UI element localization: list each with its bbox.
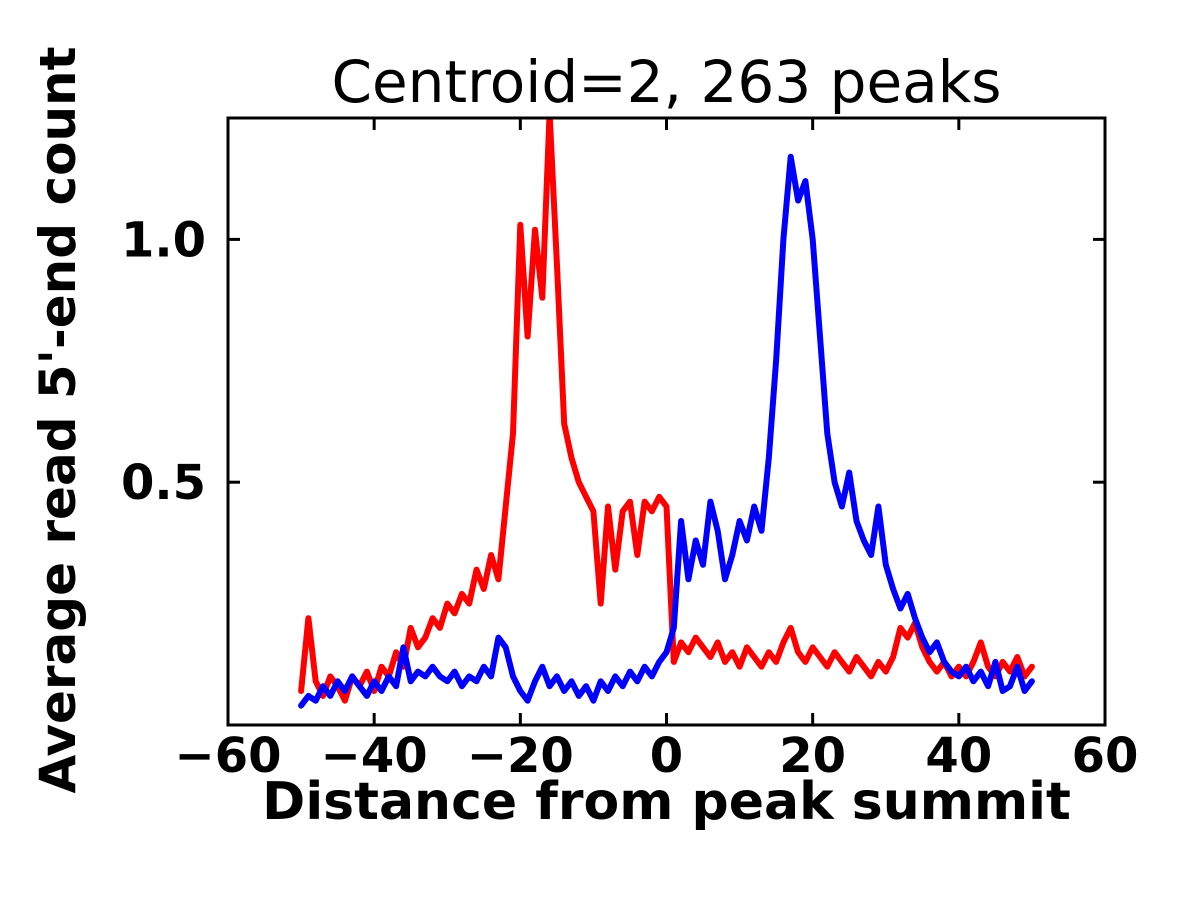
series-red-line xyxy=(298,118,1035,704)
x-tick-label: −20 xyxy=(467,728,574,784)
chart-title: Centroid=2, 263 peaks xyxy=(331,48,1002,116)
plot-border xyxy=(226,116,1107,727)
x-axis-label: Distance from peak summit xyxy=(262,772,1071,832)
x-tick-label: −60 xyxy=(174,728,281,784)
y-tick-label: 1.0 xyxy=(121,212,206,268)
y-tick-label: 0.5 xyxy=(121,455,206,511)
series-blue-line xyxy=(298,153,1035,709)
x-tick-label: 40 xyxy=(925,728,992,784)
x-tick-label: 60 xyxy=(1072,728,1139,784)
x-tick-label: 20 xyxy=(779,728,846,784)
x-tick-label: −40 xyxy=(321,728,428,784)
x-tick-label: 0 xyxy=(650,728,683,784)
